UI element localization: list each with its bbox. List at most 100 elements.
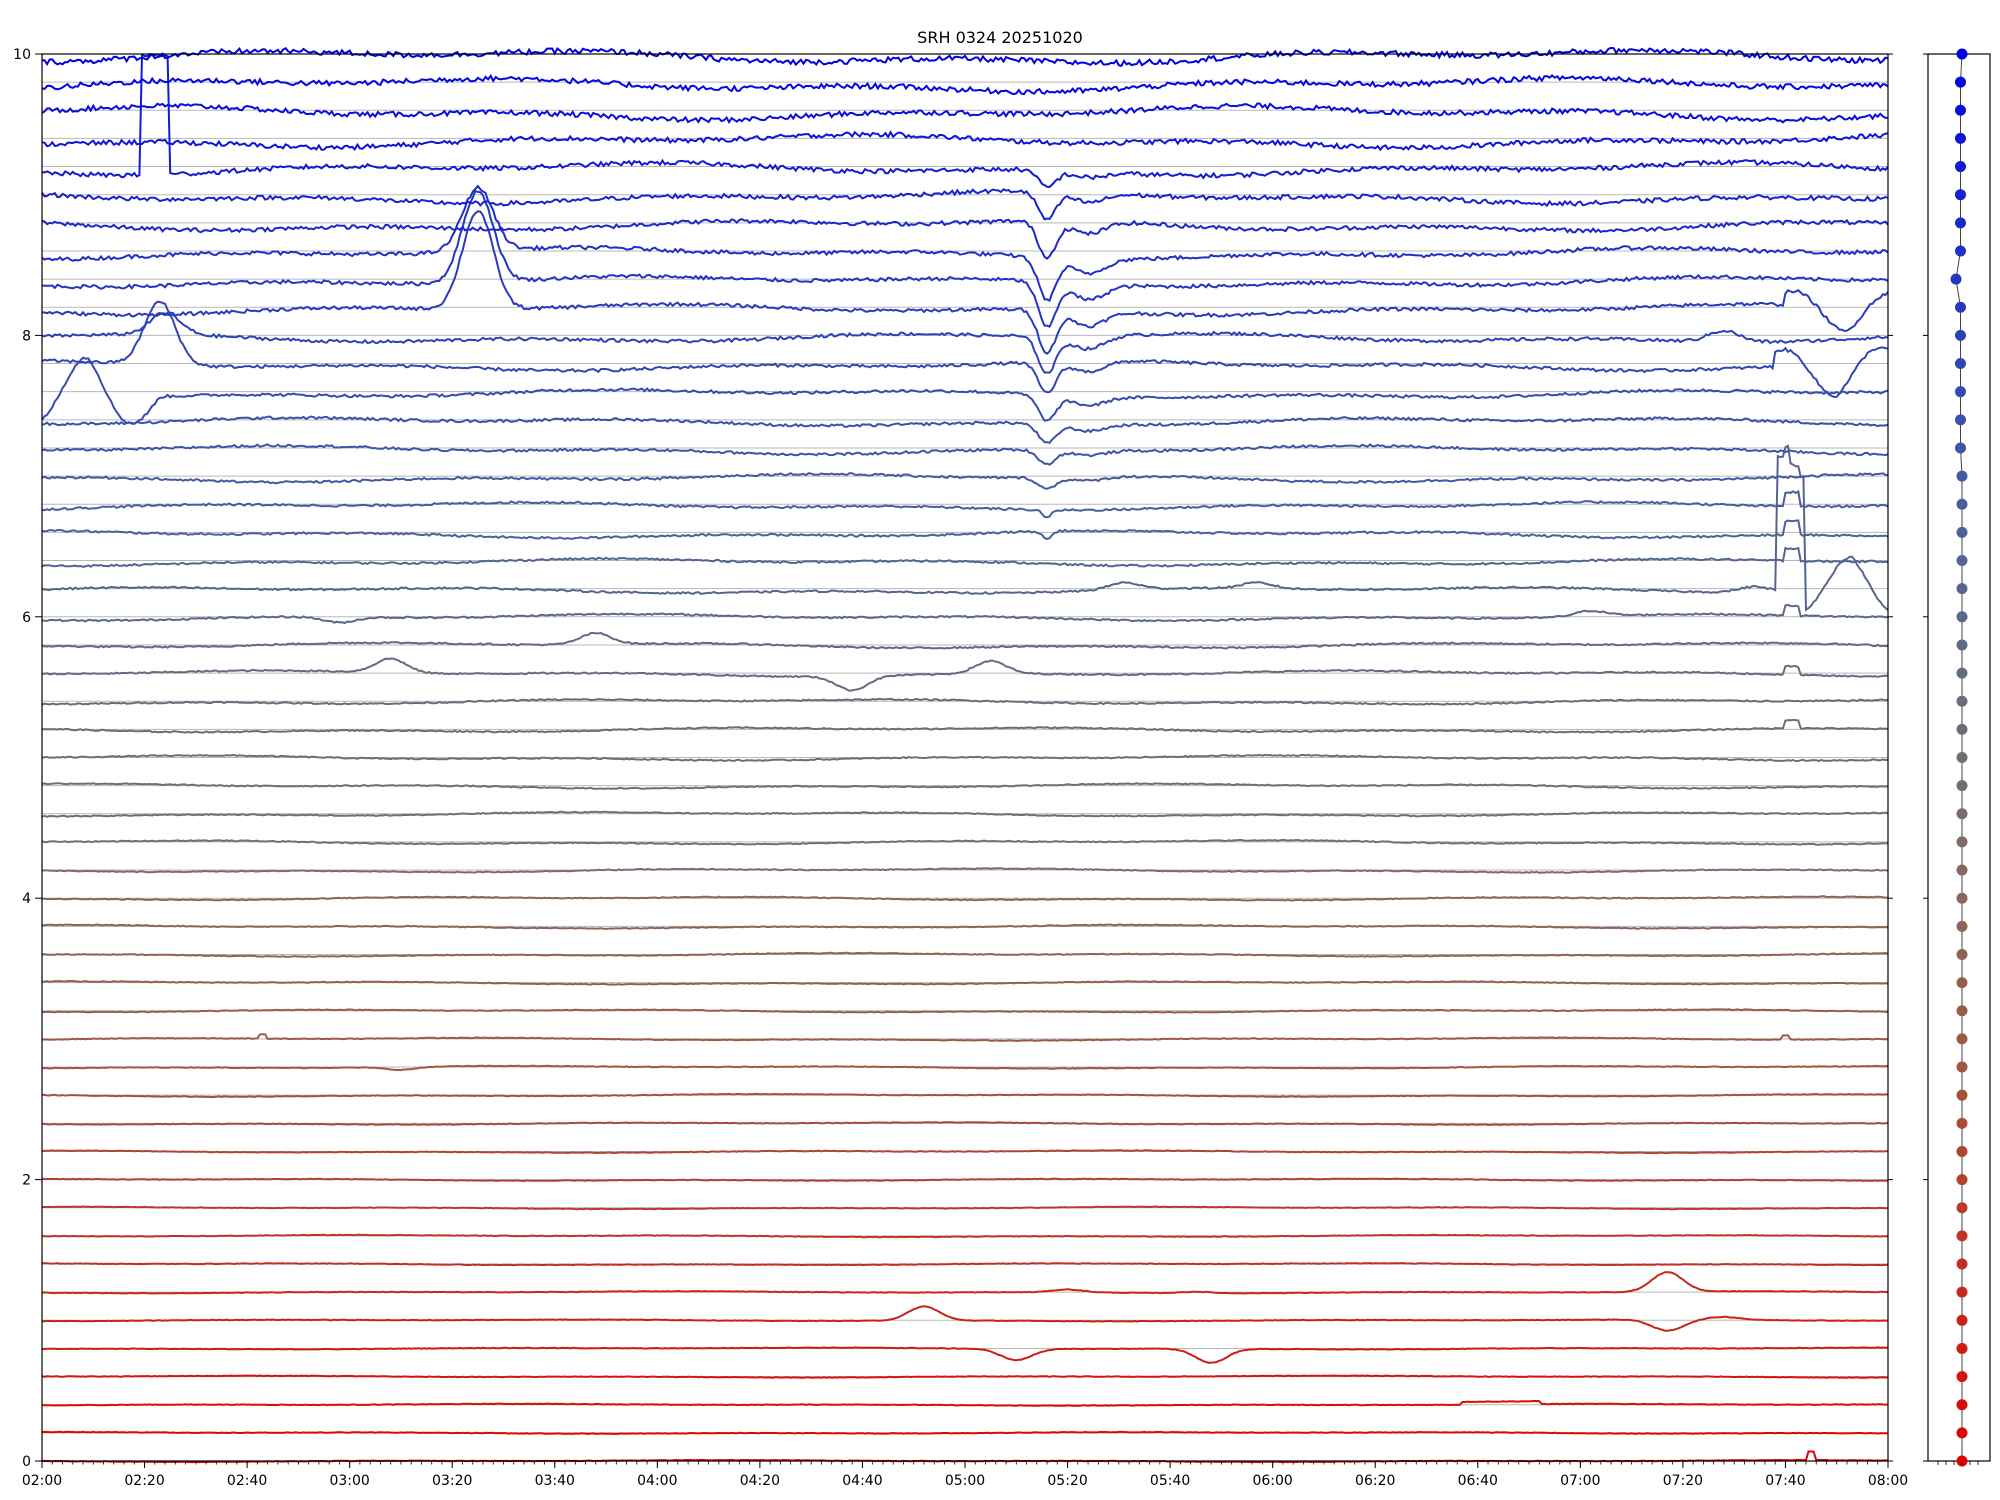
x-tick-label-4: 03:20 <box>432 1473 472 1489</box>
side-marker-47 <box>1955 132 1966 144</box>
side-marker-34 <box>1956 498 1968 510</box>
series-line-47 <box>41 130 1889 152</box>
side-marker-49 <box>1955 76 1966 88</box>
side-marker-28 <box>1956 667 1968 679</box>
x-tick-label-5: 03:40 <box>535 1473 575 1489</box>
side-marker-9 <box>1956 1202 1968 1214</box>
x-tick-label-1: 02:20 <box>124 1473 164 1489</box>
side-marker-15 <box>1956 1033 1968 1045</box>
y-tick-label-3: 6 <box>22 610 31 626</box>
side-marker-39 <box>1955 358 1966 370</box>
side-marker-36 <box>1955 442 1966 454</box>
side-marker-25 <box>1956 752 1968 763</box>
side-marker-7 <box>1956 1258 1968 1270</box>
x-tick-label-14: 06:40 <box>1458 1473 1498 1489</box>
series-line-25 <box>41 753 1889 763</box>
series-line-8 <box>41 1233 1889 1239</box>
x-tick-label-16: 07:20 <box>1663 1473 1703 1489</box>
series-line-50 <box>41 46 1889 67</box>
series-line-2 <box>41 1400 1889 1407</box>
side-marker-3 <box>1956 1371 1968 1383</box>
series-line-1 <box>42 1430 1889 1435</box>
side-marker-43 <box>1955 245 1966 257</box>
series-line-4 <box>41 1346 1889 1364</box>
series-line-46 <box>41 52 1889 189</box>
side-marker-31 <box>1956 583 1968 595</box>
side-marker-10 <box>1956 1174 1968 1186</box>
series-line-6 <box>41 1271 1889 1295</box>
y-tick-label-4: 8 <box>22 328 31 344</box>
series-line-5 <box>41 1305 1889 1332</box>
series-line-45 <box>41 188 1889 221</box>
series-line-48 <box>41 102 1889 125</box>
side-marker-26 <box>1956 723 1968 735</box>
side-marker-17 <box>1956 977 1968 989</box>
series-line-15 <box>41 1033 1889 1042</box>
side-marker-8 <box>1956 1230 1968 1242</box>
series-line-42 <box>41 189 1889 328</box>
series-line-32 <box>41 546 1889 568</box>
x-tick-label-7: 04:20 <box>740 1473 780 1489</box>
series-line-3 <box>41 1374 1888 1379</box>
series-line-13 <box>42 1092 1889 1099</box>
series-line-20 <box>41 895 1889 902</box>
x-tick-label-6: 04:00 <box>637 1473 677 1489</box>
side-marker-45 <box>1955 189 1966 201</box>
side-marker-32 <box>1956 555 1968 567</box>
series-line-35 <box>41 472 1889 490</box>
series-line-24 <box>41 782 1889 790</box>
side-marker-35 <box>1956 470 1968 482</box>
side-marker-16 <box>1956 1005 1968 1017</box>
side-marker-2 <box>1956 1399 1968 1411</box>
series-line-28 <box>42 657 1888 692</box>
x-tick-label-8: 04:40 <box>842 1473 882 1489</box>
side-marker-1 <box>1956 1427 1968 1439</box>
x-tick-label-13: 06:20 <box>1355 1473 1395 1489</box>
series-line-22 <box>41 838 1889 846</box>
series-line-40 <box>41 312 1889 374</box>
x-tick-label-9: 05:00 <box>945 1473 985 1489</box>
x-tick-label-10: 05:20 <box>1047 1473 1087 1489</box>
side-marker-4 <box>1956 1342 1968 1354</box>
side-marker-41 <box>1955 301 1966 313</box>
x-tick-label-0: 02:00 <box>22 1473 62 1489</box>
series-traces <box>41 46 1889 1464</box>
side-marker-panel <box>1923 48 1991 1467</box>
chart-title: SRH 0324 20251020 <box>917 28 1083 47</box>
side-marker-20 <box>1956 892 1968 904</box>
series-line-41 <box>41 210 1889 355</box>
series-line-38 <box>41 356 1889 425</box>
series-line-27 <box>41 697 1889 706</box>
side-marker-33 <box>1956 526 1968 538</box>
side-marker-18 <box>1956 948 1968 960</box>
side-marker-27 <box>1956 695 1968 707</box>
series-line-14 <box>41 1064 1889 1072</box>
series-line-9 <box>42 1205 1889 1211</box>
side-marker-22 <box>1956 836 1968 848</box>
side-marker-46 <box>1955 161 1966 173</box>
side-marker-14 <box>1956 1061 1968 1073</box>
series-line-37 <box>41 415 1889 444</box>
y-tick-label-2: 4 <box>22 891 31 907</box>
x-tick-label-18: 08:00 <box>1868 1473 1908 1489</box>
y-tick-label-1: 2 <box>22 1173 31 1189</box>
side-marker-19 <box>1956 920 1968 932</box>
series-line-17 <box>41 979 1889 986</box>
series-line-36 <box>41 443 1889 466</box>
series-line-49 <box>41 74 1889 96</box>
series-line-33 <box>41 519 1889 541</box>
series-line-7 <box>42 1261 1889 1267</box>
y-tick-label-0: 0 <box>22 1454 31 1470</box>
series-line-18 <box>41 951 1889 958</box>
series-line-31 <box>41 444 1889 612</box>
series-line-30 <box>41 603 1889 625</box>
x-tick-label-17: 07:40 <box>1765 1473 1805 1489</box>
series-line-19 <box>41 923 1888 930</box>
series-line-34 <box>41 489 1889 519</box>
side-marker-42 <box>1950 273 1962 285</box>
side-marker-30 <box>1956 611 1968 623</box>
side-marker-29 <box>1956 639 1968 651</box>
series-line-43 <box>41 184 1889 303</box>
side-marker-44 <box>1955 217 1966 229</box>
y-tick-label-5: 10 <box>13 47 31 63</box>
